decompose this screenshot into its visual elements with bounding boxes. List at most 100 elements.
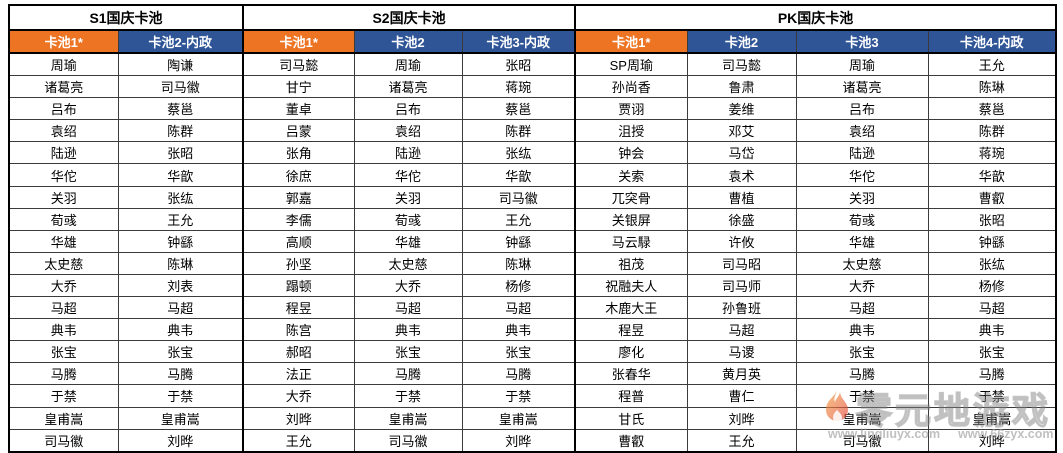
table-row: 皇甫嵩 皇甫嵩 刘晔 皇甫嵩 皇甫嵩 甘氏 刘晔 皇甫嵩 皇甫嵩 <box>8 406 1057 430</box>
name-cell: 袁绍 <box>795 119 929 143</box>
name-cell: 钟繇 <box>927 229 1057 253</box>
table-row: 陆逊 张昭 张角 陆逊 张纮 钟会 马岱 陆逊 蒋琬 <box>8 141 1057 165</box>
name-cell: 马腾 <box>8 362 119 386</box>
pool-header: 卡池3-内政 <box>461 29 576 54</box>
name-cell: 关索 <box>574 163 688 187</box>
name-cell: 马超 <box>795 296 929 320</box>
name-cell: 王允 <box>117 207 244 231</box>
name-cell: 刘晔 <box>461 428 576 453</box>
name-cell: 蒋琬 <box>461 75 576 99</box>
name-cell: 祖茂 <box>574 251 688 275</box>
pool-header: 卡池2-内政 <box>117 29 244 54</box>
name-cell: 马超 <box>461 296 576 320</box>
name-cell: 典韦 <box>461 318 576 342</box>
name-cell: 马腾 <box>353 362 463 386</box>
name-cell: 王允 <box>461 207 576 231</box>
name-cell: 陈宫 <box>242 318 355 342</box>
name-cell: 荀彧 <box>8 207 119 231</box>
name-cell: 李儒 <box>242 207 355 231</box>
name-cell: 荀彧 <box>353 207 463 231</box>
name-cell: 王允 <box>242 428 355 453</box>
table-row: 司马徽 刘晔 王允 司马徽 刘晔 曹叡 王允 司马徽 刘晔 <box>8 428 1057 453</box>
name-cell: 司马徽 <box>117 75 244 99</box>
name-cell: 刘表 <box>117 273 244 298</box>
table-row: 马超 马超 程昱 马超 马超 木鹿大王 孙鲁班 马超 马超 <box>8 296 1057 320</box>
pool-header: 卡池1* <box>242 29 355 54</box>
name-cell: 袁绍 <box>8 119 119 143</box>
name-cell: 张宝 <box>461 340 576 364</box>
name-cell: 孙鲁班 <box>686 296 797 320</box>
table-row: 关羽 张纮 郭嘉 关羽 司马徽 兀突骨 曹植 关羽 曹叡 <box>8 185 1057 209</box>
name-cell: 马腾 <box>795 362 929 386</box>
name-cell: 杨修 <box>927 273 1057 298</box>
section-title: S2国庆卡池 <box>241 4 576 31</box>
pool-header: 卡池1* <box>574 29 688 54</box>
name-cell: 祝融夫人 <box>574 273 688 298</box>
name-cell: 诸葛亮 <box>353 75 463 99</box>
name-cell: 司马懿 <box>242 52 355 77</box>
name-cell: 邓艾 <box>686 119 797 143</box>
name-cell: 于禁 <box>117 384 244 408</box>
name-cell: 马腾 <box>117 362 244 386</box>
name-cell: 于禁 <box>795 384 929 408</box>
name-cell: 法正 <box>242 362 355 386</box>
name-cell: 司马徽 <box>8 428 119 453</box>
name-cell: 姜维 <box>686 97 797 121</box>
name-cell: 于禁 <box>927 384 1057 408</box>
name-cell: 关羽 <box>8 185 119 209</box>
name-cell: 程昱 <box>574 318 688 342</box>
name-cell: 钟繇 <box>461 229 576 253</box>
table-row: 华雄 钟繇 高顺 华雄 钟繇 马云騄 许攸 华雄 钟繇 <box>8 229 1057 253</box>
name-cell: 陆逊 <box>353 141 463 165</box>
name-cell: 兀突骨 <box>574 185 688 209</box>
name-cell: 王允 <box>686 428 797 453</box>
name-cell: 徐庶 <box>242 163 355 187</box>
pool-header-row: 卡池1* 卡池2-内政 卡池1* 卡池2 卡池3-内政 卡池1* 卡池2 卡池3 卡池4-内政 <box>8 29 1057 54</box>
name-cell: 陈群 <box>927 119 1057 143</box>
card-pool-table-container: S1国庆卡池 S2国庆卡池 PK国庆卡池 卡池1* 卡池2-内政 卡池1* 卡池2 卡池3-… <box>8 4 1058 453</box>
name-cell: 陆逊 <box>795 141 929 165</box>
name-cell: 华佗 <box>8 163 119 187</box>
name-cell: 于禁 <box>8 384 119 408</box>
section-title: S1国庆卡池 <box>8 4 244 31</box>
name-cell: 皇甫嵩 <box>795 406 929 430</box>
name-cell: 张纮 <box>927 251 1057 275</box>
name-cell: 周瑜 <box>353 52 463 77</box>
name-cell: 木鹿大王 <box>574 296 688 320</box>
name-cell: 张宝 <box>927 340 1057 364</box>
table-row: 于禁 于禁 大乔 于禁 于禁 程普 曹仁 于禁 于禁 <box>8 384 1057 408</box>
name-cell: 刘晔 <box>242 406 355 430</box>
name-cell: SP周瑜 <box>574 52 688 77</box>
name-cell: 大乔 <box>8 273 119 298</box>
name-cell: 孙坚 <box>242 251 355 275</box>
name-cell: 皇甫嵩 <box>461 406 576 430</box>
name-cell: 关银屏 <box>574 207 688 231</box>
name-cell: 华雄 <box>8 229 119 253</box>
table-row: 袁绍 陈群 吕蒙 袁绍 陈群 沮授 邓艾 袁绍 陈群 <box>8 119 1057 143</box>
name-cell: 张宝 <box>8 340 119 364</box>
name-cell: 陆逊 <box>8 141 119 165</box>
name-cell: 程昱 <box>242 296 355 320</box>
name-cell: 王允 <box>927 52 1057 77</box>
name-cell: 张昭 <box>927 207 1057 231</box>
table-row: 诸葛亮 司马徽 甘宁 诸葛亮 蒋琬 孙尚香 鲁肃 诸葛亮 陈琳 <box>8 75 1057 99</box>
name-cell: 吕布 <box>795 97 929 121</box>
name-cell: 司马徽 <box>795 428 929 453</box>
table-row: 马腾 马腾 法正 马腾 马腾 张春华 黄月英 马腾 马腾 <box>8 362 1057 386</box>
name-cell: 华雄 <box>353 229 463 253</box>
name-cell: 沮授 <box>574 119 688 143</box>
name-cell: 荀彧 <box>795 207 929 231</box>
name-cell: 张纮 <box>117 185 244 209</box>
name-cell: 周瑜 <box>8 52 119 77</box>
name-cell: 典韦 <box>927 318 1057 342</box>
name-cell: 甘氏 <box>574 406 688 430</box>
name-cell: 吕布 <box>8 97 119 121</box>
name-cell: 典韦 <box>353 318 463 342</box>
name-cell: 陈群 <box>117 119 244 143</box>
name-cell: 华佗 <box>353 163 463 187</box>
name-cell: 华歆 <box>927 163 1057 187</box>
name-cell: 黄月英 <box>686 362 797 386</box>
name-cell: 于禁 <box>461 384 576 408</box>
name-cell: 张宝 <box>353 340 463 364</box>
name-cell: 张纮 <box>461 141 576 165</box>
